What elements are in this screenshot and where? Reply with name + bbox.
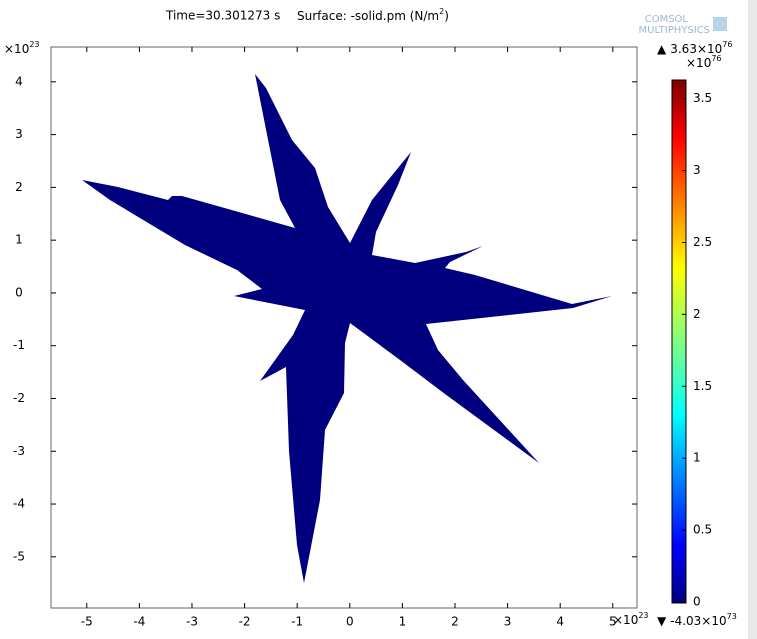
colorbar-multiplier: ×1076 <box>686 54 722 70</box>
x-tick-label: 4 <box>556 615 564 629</box>
surface <box>82 74 612 583</box>
y-tick-label: 3 <box>15 127 23 141</box>
y-tick-label: -3 <box>13 444 25 458</box>
min-label: ▼ -4.03×1073 <box>657 612 737 628</box>
x-tick-label: -2 <box>239 615 251 629</box>
y-tick-label: 2 <box>15 180 23 194</box>
x-tick-label: 3 <box>504 615 512 629</box>
title-time: Time=30.301273 s <box>165 9 280 23</box>
y-tick-label: 4 <box>15 74 23 88</box>
x-tick-label: -5 <box>81 615 93 629</box>
max-label: ▲ 3.63×1076 <box>657 40 732 56</box>
y-tick-label: -4 <box>13 497 25 511</box>
x-multiplier: ×1023 <box>613 611 649 627</box>
logo: MULTIPHYSICS <box>639 25 710 36</box>
title-surface: Surface: -solid.pm (N/m2) <box>297 7 449 23</box>
y-tick-label: -1 <box>13 338 25 352</box>
colorbar-tick-label: 2.5 <box>693 235 712 249</box>
colorbar-tick-label: 0 <box>693 595 701 609</box>
x-tick-label: 1 <box>399 615 407 629</box>
colorbar-tick-label: 1 <box>693 451 701 465</box>
y-tick-label: -2 <box>13 391 25 405</box>
logo-icon <box>713 17 727 31</box>
x-tick-label: 0 <box>346 615 354 629</box>
x-tick-label: 5 <box>609 615 617 629</box>
colorbar <box>671 79 687 604</box>
colorbar-tick-label: 1.5 <box>693 379 712 393</box>
x-tick-label: 2 <box>451 615 459 629</box>
scrollbar <box>748 0 757 639</box>
x-tick-label: -3 <box>186 615 198 629</box>
y-tick-label: 0 <box>15 285 23 299</box>
x-tick-label: -4 <box>133 615 145 629</box>
colorbar-tick-label: 0.5 <box>693 523 712 537</box>
colorbar-tick-label: 2 <box>693 307 701 321</box>
y-tick-label: -5 <box>13 549 25 563</box>
colorbar-tick-label: 3.5 <box>693 91 712 105</box>
logo: COMSOL <box>645 14 689 25</box>
x-tick-label: -1 <box>291 615 303 629</box>
y-multiplier: ×1023 <box>4 40 40 56</box>
colorbar-tick-label: 3 <box>693 163 701 177</box>
y-tick-label: 1 <box>15 233 23 247</box>
